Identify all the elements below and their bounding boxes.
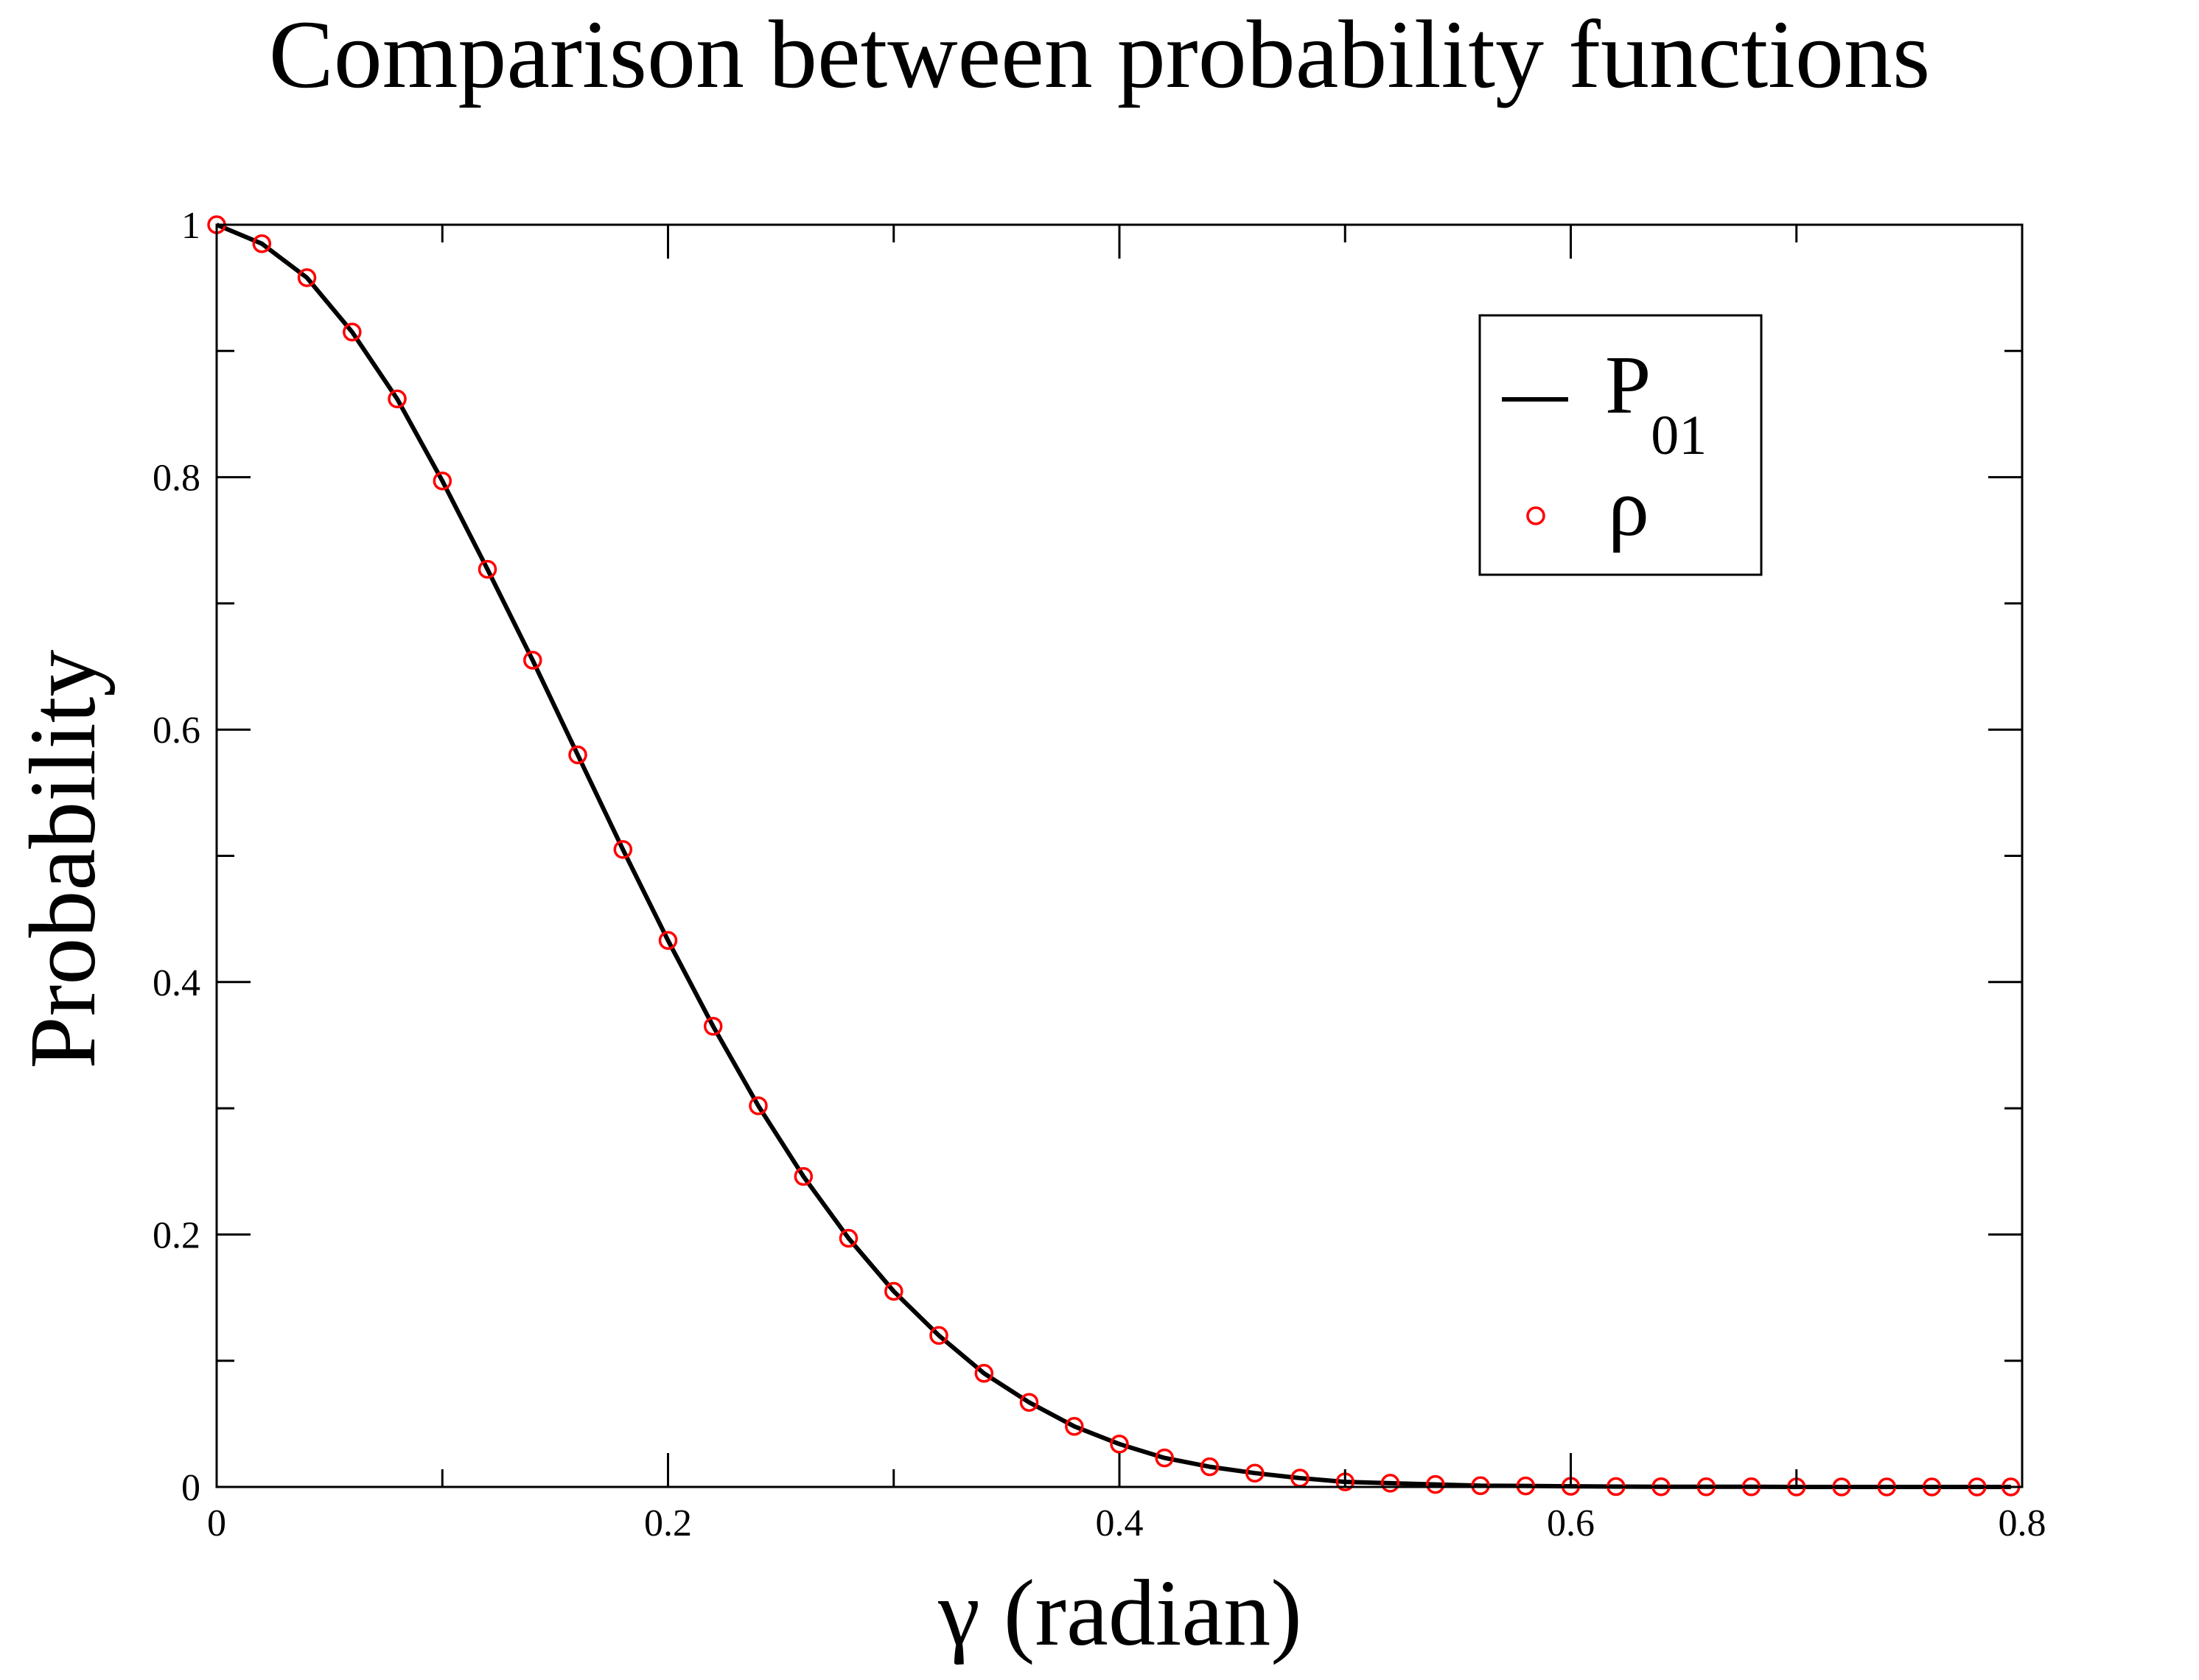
- x-tick-label: 0.6: [1547, 1502, 1595, 1544]
- data-point-rho: [839, 1228, 859, 1248]
- data-point-rho: [1245, 1463, 1265, 1483]
- data-point-rho: [703, 1017, 723, 1036]
- data-point-rho: [1200, 1457, 1220, 1477]
- chart-title: Comparison between probability functions: [269, 0, 1931, 108]
- y-tick-label: 1: [181, 205, 200, 247]
- y-tick-label: 0.4: [153, 962, 200, 1004]
- data-point-rho: [1019, 1393, 1039, 1412]
- legend-circle-icon: [1526, 506, 1545, 525]
- data-point-rho: [1110, 1435, 1129, 1454]
- y-tick-label: 0.2: [153, 1214, 200, 1256]
- y-axis-label: Probability: [10, 650, 115, 1069]
- x-tick-label: 0.8: [1999, 1502, 2046, 1544]
- x-tick-label: 0.4: [1096, 1502, 1144, 1544]
- data-point-rho: [1065, 1417, 1084, 1436]
- data-point-rho: [974, 1364, 994, 1383]
- legend-label-p01: P01: [1605, 340, 1707, 466]
- data-point-rho: [658, 931, 678, 951]
- data-point-rho: [478, 559, 497, 579]
- y-tick-label: 0.8: [153, 458, 200, 500]
- data-point-rho: [297, 268, 317, 287]
- data-point-rho: [1155, 1448, 1174, 1468]
- y-tick-label: 0: [181, 1467, 200, 1509]
- data-point-rho: [343, 322, 362, 342]
- data-point-rho: [568, 745, 587, 765]
- axis-layer: 0 0.2 0.4 0.6 0.8 0 0.2 0.4 0.6 0.8 1: [153, 205, 2046, 1544]
- legend: P01 ρ: [1478, 314, 1763, 576]
- legend-label-p01-sub: 01: [1651, 405, 1707, 466]
- legend-label-rho: ρ: [1608, 462, 1649, 553]
- data-point-rho: [252, 234, 272, 253]
- data-point-rho: [1380, 1474, 1400, 1493]
- data-point-rho: [388, 389, 407, 409]
- data-point-rho: [523, 651, 542, 670]
- data-point-rho: [749, 1096, 768, 1116]
- data-point-rho: [1426, 1474, 1445, 1494]
- data-point-rho: [433, 471, 452, 491]
- data-point-rho: [794, 1166, 814, 1186]
- data-point-rho: [884, 1281, 903, 1301]
- data-point-rho: [613, 840, 633, 859]
- data-point-rho: [1471, 1476, 1490, 1496]
- x-tick-label: 0.2: [644, 1502, 692, 1544]
- legend-box: [1478, 314, 1763, 576]
- x-axis-label: γ (radian): [937, 1561, 1302, 1665]
- x-tick-label: 0: [207, 1502, 226, 1544]
- y-tick-label: 0.6: [153, 710, 200, 752]
- legend-label-p01-base: P: [1605, 340, 1651, 431]
- data-point-rho: [929, 1326, 948, 1345]
